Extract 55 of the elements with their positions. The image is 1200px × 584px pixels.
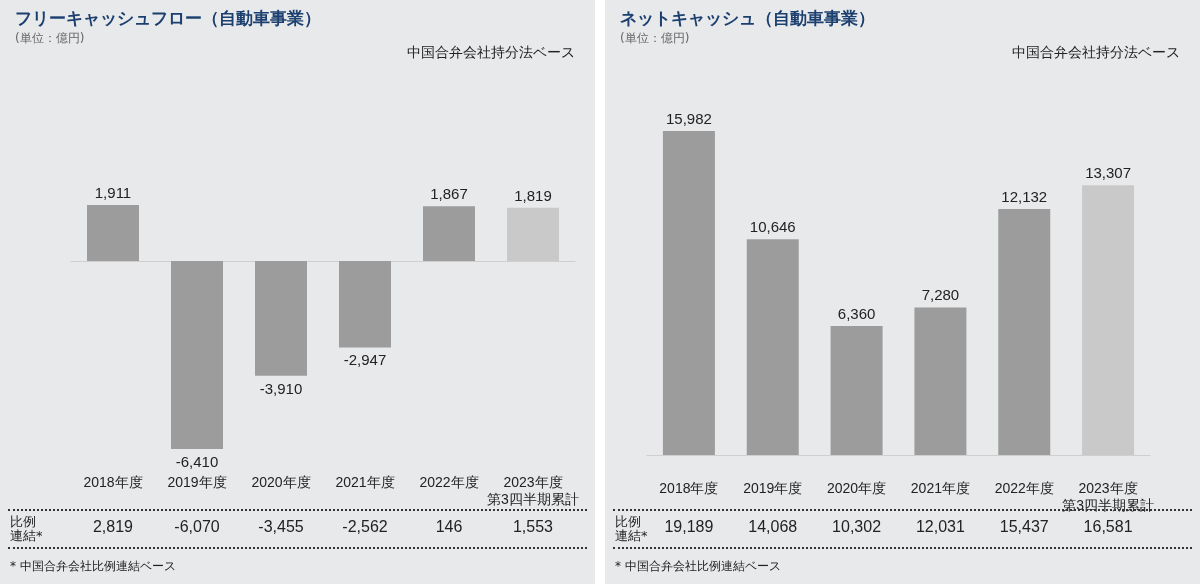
data-label: 13,307 xyxy=(1085,164,1132,182)
x-tick-label: 2020年度 xyxy=(251,473,311,490)
data-label: 1,911 xyxy=(94,184,132,201)
text: -2,562 xyxy=(341,518,389,536)
x-tick-label: 2022年度 xyxy=(419,473,479,490)
data-label: -6,410 xyxy=(175,453,219,470)
bar xyxy=(662,131,715,455)
text: 比例連結* xyxy=(615,514,648,543)
data-label: 1,819 xyxy=(514,186,552,204)
bar xyxy=(171,261,223,449)
text: 14,068 xyxy=(747,518,799,536)
text: -3,455 xyxy=(257,518,305,536)
bar xyxy=(87,205,139,262)
bar xyxy=(914,307,967,455)
text: 中国合弁会社持分法ベース xyxy=(1012,44,1180,62)
x-tick-label: 2021年度 xyxy=(910,479,970,496)
text: 比例連結* xyxy=(10,514,43,543)
text: * 中国合弁会社比例連結ベース xyxy=(615,558,781,575)
chart-subtitle: (単位：億円) xyxy=(15,31,85,45)
chart-title: フリーキャッシュフロー（自動車事業） xyxy=(15,7,321,28)
text: 中国合弁会社持分法ベース xyxy=(407,44,575,62)
bar xyxy=(998,209,1051,455)
text: 19,189 xyxy=(663,518,715,536)
x-tick-label: 2023年度第3四半期累計 xyxy=(487,473,579,507)
text: 15,437 xyxy=(998,518,1050,536)
text: 146 xyxy=(434,518,464,536)
text: 10,302 xyxy=(831,518,883,536)
bar xyxy=(746,239,799,455)
x-tick-label: 2019年度 xyxy=(167,473,227,490)
data-label: 6,360 xyxy=(837,305,876,323)
x-tick-label: 2022年度 xyxy=(994,479,1054,496)
data-label: 7,280 xyxy=(921,286,960,304)
text: * 中国合弁会社比例連結ベース xyxy=(10,558,176,575)
data-label: 10,646 xyxy=(749,218,796,236)
chart-title: ネットキャッシュ（自動車事業） xyxy=(620,7,875,28)
text: 1,553 xyxy=(511,518,554,536)
bar xyxy=(423,206,475,262)
text: -6,070 xyxy=(173,518,221,536)
x-tick-label: 2019年度 xyxy=(743,479,803,496)
bar xyxy=(339,261,391,348)
chart-subtitle: (単位：億円) xyxy=(620,31,690,45)
x-tick-label: 2018年度 xyxy=(83,473,143,490)
data-label: 12,132 xyxy=(1001,188,1048,206)
text: 2,819 xyxy=(91,518,134,536)
bar xyxy=(255,261,307,376)
data-label: 1,867 xyxy=(430,185,468,203)
data-label: 15,982 xyxy=(665,110,712,127)
bar xyxy=(830,326,883,455)
data-label: -2,947 xyxy=(343,351,387,369)
data-label: -3,910 xyxy=(259,379,303,397)
text: 16,581 xyxy=(1082,518,1134,536)
x-tick-label: 2018年度 xyxy=(659,479,719,496)
x-tick-label: 2021年度 xyxy=(335,473,395,490)
text: 12,031 xyxy=(914,518,966,536)
x-tick-label: 2020年度 xyxy=(827,479,887,496)
